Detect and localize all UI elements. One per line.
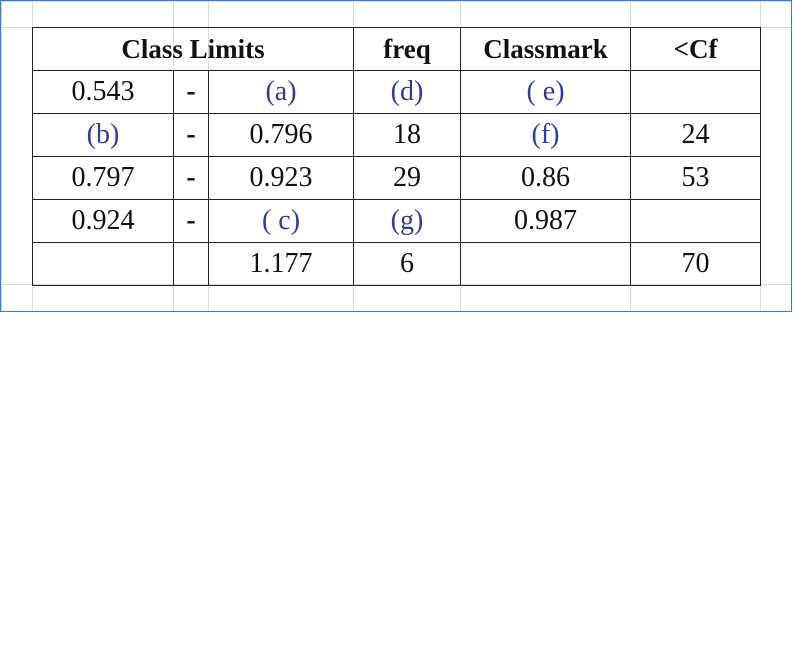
table-row: 0.543 - (a) (d) ( e)	[32, 70, 761, 114]
cell-cf[interactable]	[630, 70, 761, 114]
cell-upper-limit[interactable]: (a)	[208, 70, 354, 114]
cell-classmark[interactable]	[460, 242, 631, 286]
cell-upper-limit[interactable]: 0.923	[208, 156, 354, 200]
cell-classmark[interactable]: ( e)	[460, 70, 631, 114]
cell-upper-limit[interactable]: 0.796	[208, 113, 354, 157]
cell-separator[interactable]: -	[173, 113, 209, 157]
cell-classmark[interactable]: 0.86	[460, 156, 631, 200]
header-classmark[interactable]: Classmark	[460, 27, 631, 71]
grid-line	[760, 1, 761, 311]
cell-freq[interactable]: 18	[353, 113, 461, 157]
cell-cf[interactable]	[630, 199, 761, 243]
header-row: Class Limits freq Classmark <Cf	[32, 27, 761, 71]
table-row: (b) - 0.796 18 (f) 24	[32, 113, 761, 157]
spreadsheet-view: Class Limits freq Classmark <Cf 0.543 - …	[0, 0, 792, 312]
cell-upper-limit[interactable]: 1.177	[208, 242, 354, 286]
cell-cf[interactable]: 70	[630, 242, 761, 286]
cell-upper-limit[interactable]: ( c)	[208, 199, 354, 243]
cell-freq[interactable]: 6	[353, 242, 461, 286]
cell-freq[interactable]: (g)	[353, 199, 461, 243]
cell-cf[interactable]: 53	[630, 156, 761, 200]
cell-separator[interactable]: -	[173, 156, 209, 200]
table-row: 0.924 - ( c) (g) 0.987	[32, 199, 761, 243]
cell-lower-limit[interactable]: 0.924	[32, 199, 174, 243]
cell-separator[interactable]: -	[173, 70, 209, 114]
cell-cf[interactable]: 24	[630, 113, 761, 157]
cell-separator[interactable]: -	[173, 199, 209, 243]
cell-lower-limit[interactable]	[32, 242, 174, 286]
cell-lower-limit[interactable]: 0.797	[32, 156, 174, 200]
cell-classmark[interactable]: (f)	[460, 113, 631, 157]
cell-lower-limit[interactable]: (b)	[32, 113, 174, 157]
cell-classmark[interactable]: 0.987	[460, 199, 631, 243]
table-row: 0.797 - 0.923 29 0.86 53	[32, 156, 761, 200]
header-class-limits[interactable]: Class Limits	[32, 27, 354, 71]
frequency-table: Class Limits freq Classmark <Cf 0.543 - …	[32, 27, 761, 286]
cell-separator[interactable]	[173, 242, 209, 286]
header-freq[interactable]: freq	[353, 27, 461, 71]
cell-freq[interactable]: (d)	[353, 70, 461, 114]
cell-lower-limit[interactable]: 0.543	[32, 70, 174, 114]
cell-freq[interactable]: 29	[353, 156, 461, 200]
header-cumulative-frequency[interactable]: <Cf	[630, 27, 761, 71]
table-row: 1.177 6 70	[32, 242, 761, 286]
